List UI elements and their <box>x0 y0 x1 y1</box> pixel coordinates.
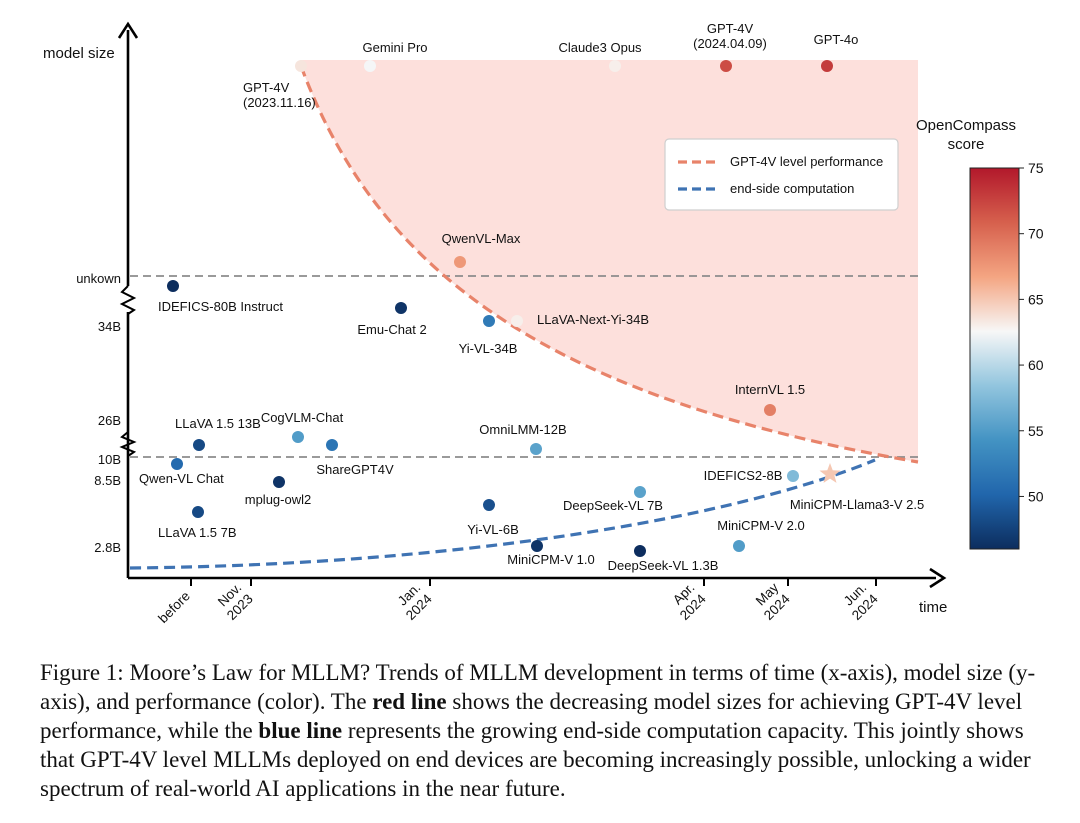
label-sharegpt4v: ShareGPT4V <box>316 462 394 477</box>
colorbar-tick-70: 70 <box>1028 226 1044 242</box>
label-qwen-vl-chat: Qwen-VL Chat <box>139 471 224 486</box>
point-deepseek-vl-7b <box>634 486 646 498</box>
point-claude3-opus <box>609 60 621 72</box>
label-minicpm-llama3-v-2-5: MiniCPM-Llama3-V 2.5 <box>790 497 924 512</box>
point-yi-vl-6b <box>483 499 495 511</box>
y-axis-arrow <box>117 21 139 39</box>
colorbar <box>969 167 1020 550</box>
label-deepseek-vl-7b: DeepSeek-VL 7B <box>563 498 663 513</box>
x-tick-before: before <box>155 588 193 626</box>
y-tick-unkown: unkown <box>76 271 121 286</box>
point-gemini-pro <box>364 60 376 72</box>
gpt4v-region-fill <box>301 60 918 462</box>
point-yi-vl-34b <box>483 315 495 327</box>
label-llava-1-5-13b: LLaVA 1.5 13B <box>175 416 261 431</box>
x-tick-nov-2023: Nov.2023 <box>213 580 256 623</box>
label-idefics2-8b: IDEFICS2-8B <box>704 468 783 483</box>
y-tick-34b: 34B <box>98 319 121 334</box>
caption-middle: shows the decreasing model sizes for ach… <box>40 689 1023 743</box>
label-idefics-80b-instruct: IDEFICS-80B Instruct <box>158 299 283 314</box>
label-emu-chat-2: Emu-Chat 2 <box>357 322 426 337</box>
label-gpt-4v-2024-04-09: GPT-4V (2024.04.09) <box>693 21 767 51</box>
y-tick-8-5b: 8.5B <box>94 473 121 488</box>
y-tick-26b: 26B <box>98 413 121 428</box>
point-llava-next-yi-34b <box>511 315 523 327</box>
colorbar-tick-50: 50 <box>1028 488 1044 504</box>
colorbar-tick-60: 60 <box>1028 357 1044 373</box>
legend-label-gpt-4v-level-performance: GPT-4V level performance <box>730 154 883 169</box>
label-cogvlm-chat: CogVLM-Chat <box>261 410 344 425</box>
label-gpt-4o: GPT-4o <box>814 32 859 47</box>
x-tick-jan-2024: Jan.2024 <box>392 580 436 624</box>
colorbar-tick-65: 65 <box>1028 291 1044 307</box>
point-idefics-80b-instruct <box>167 280 179 292</box>
label-deepseek-vl-1-3b: DeepSeek-VL 1.3B <box>608 558 719 573</box>
label-internvl-1-5: InternVL 1.5 <box>735 382 805 397</box>
x-axis-title: time <box>919 599 947 616</box>
label-gpt-4v-2023-11-16: GPT-4V (2023.11.16) <box>243 80 316 110</box>
label-mplug-owl2: mplug-owl2 <box>245 492 311 507</box>
colorbar-title: OpenCompass score <box>916 117 1016 153</box>
point-omnilmm-12b <box>530 443 542 455</box>
y-tick-10b: 10B <box>98 452 121 467</box>
figure-caption: Figure 1: Moore’s Law for MLLM? Trends o… <box>40 658 1050 803</box>
colorbar-tick-55: 55 <box>1028 423 1044 439</box>
point-qwenvl-max <box>454 256 466 268</box>
point-minicpm-v-1-0 <box>531 540 543 552</box>
point-llava-1-5-7b <box>192 506 204 518</box>
point-minicpm-llama3-v-2-5-star <box>819 463 841 483</box>
label-minicpm-v-1-0: MiniCPM-V 1.0 <box>507 552 594 567</box>
point-internvl-1-5 <box>764 404 776 416</box>
label-omnilmm-12b: OmniLMM-12B <box>479 422 566 437</box>
x-axis-arrow <box>929 567 947 589</box>
end-side-computation-curve <box>129 458 876 570</box>
point-gpt-4v-2024-04-09 <box>720 60 732 72</box>
point-idefics2-8b <box>787 470 799 482</box>
point-mplug-owl2 <box>273 476 285 488</box>
point-gpt-4o <box>821 60 833 72</box>
caption-red-line: red line <box>372 689 447 714</box>
caption-blue-line: blue line <box>258 718 343 743</box>
label-yi-vl-34b: Yi-VL-34B <box>459 341 518 356</box>
x-tick-may-2024: May2024 <box>750 580 794 624</box>
point-cogvlm-chat <box>292 431 304 443</box>
point-llava-1-5-13b <box>193 439 205 451</box>
mllm-trend-chart: model size time unkown 34B 26B 10B 8.5B 2.8B bef… <box>43 21 1044 626</box>
label-claude3-opus: Claude3 Opus <box>558 40 642 55</box>
y-tick-2-8b: 2.8B <box>94 540 121 555</box>
legend-box <box>664 138 899 211</box>
caption-suffix: represents the growing end-side computat… <box>40 718 1031 801</box>
colorbar-tick-75: 75 <box>1028 160 1044 176</box>
point-minicpm-v-2-0 <box>733 540 745 552</box>
point-sharegpt4v <box>326 439 338 451</box>
label-minicpm-v-2-0: MiniCPM-V 2.0 <box>717 518 804 533</box>
y-axis-break-upper <box>119 285 137 315</box>
label-qwenvl-max: QwenVL-Max <box>442 231 521 246</box>
y-axis-break-lower <box>119 431 137 457</box>
x-tick-jun-2024: Jun.2024 <box>838 580 882 624</box>
caption-prefix: Figure 1: Moore’s Law for MLLM? Trends o… <box>40 660 1036 714</box>
point-gpt-4v-2023-11-16 <box>295 60 307 72</box>
x-tick-apr-2024: Apr.2024 <box>666 580 710 624</box>
point-deepseek-vl-1-3b <box>634 545 646 557</box>
y-axis-title: model size <box>43 45 115 62</box>
label-llava-1-5-7b: LLaVA 1.5 7B <box>158 525 237 540</box>
label-gemini-pro: Gemini Pro <box>362 40 427 55</box>
label-llava-next-yi-34b: LLaVA-Next-Yi-34B <box>537 312 649 327</box>
point-qwen-vl-chat <box>171 458 183 470</box>
gpt4v-level-curve <box>299 65 919 464</box>
label-yi-vl-6b: Yi-VL-6B <box>467 522 519 537</box>
point-emu-chat-2 <box>395 302 407 314</box>
legend-label-end-side-computation: end-side computation <box>730 181 854 196</box>
